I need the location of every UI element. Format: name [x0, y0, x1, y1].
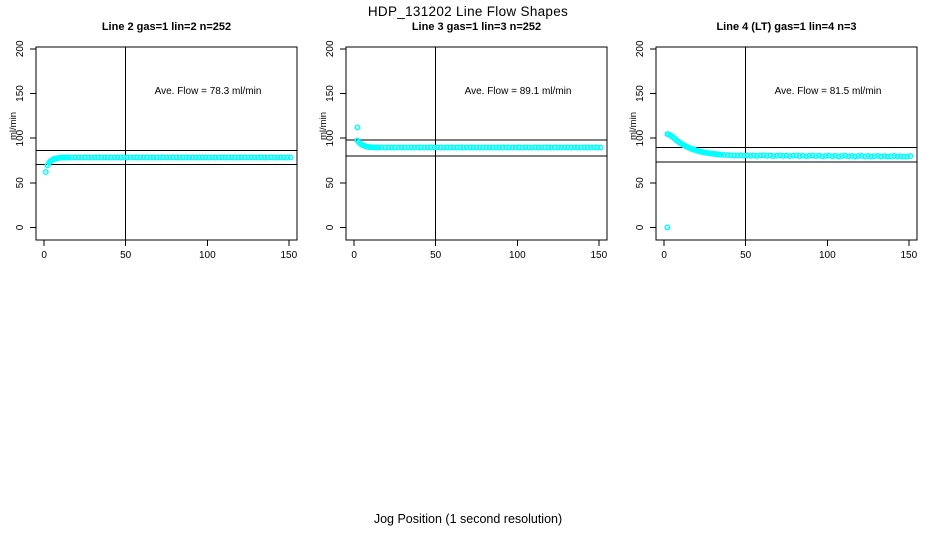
svg-text:150: 150	[325, 85, 336, 102]
plot-canvas: 0 50 100 150 0 50 100 150 200	[15, 40, 298, 261]
svg-text:50: 50	[120, 250, 132, 261]
scatter-plot: 0 50 100 150 0 50 100 150 200	[0, 36, 312, 276]
scatter-plot: 0 50 100 150 0 50 100 150 200	[620, 36, 932, 276]
svg-text:50: 50	[430, 250, 442, 261]
plot-canvas: 0 50 100 150 0 50 100 150 200	[325, 40, 608, 261]
svg-text:0: 0	[351, 250, 357, 261]
panel-title: Line 2 gas=1 lin=2 n=252	[101, 21, 232, 33]
panel-title: Line 3 gas=1 lin=3 n=252	[411, 21, 542, 33]
scatter-plot: 0 50 100 150 0 50 100 150 200	[310, 36, 622, 276]
svg-text:100: 100	[15, 129, 26, 146]
svg-text:150: 150	[15, 85, 26, 102]
panel-line-4: Line 4 (LT) gas=1 lin=4 n=3 ml/min Ave. …	[620, 20, 932, 280]
svg-text:50: 50	[15, 177, 26, 189]
svg-text:100: 100	[635, 129, 646, 146]
svg-text:150: 150	[900, 250, 917, 261]
x-axis-label: Jog Position (1 second resolution)	[373, 512, 563, 526]
panel-line-2: Line 2 gas=1 lin=2 n=252 ml/min Ave. Flo…	[0, 20, 312, 280]
svg-text:200: 200	[15, 40, 26, 57]
ave-flow-annotation: Ave. Flow = 78.3 ml/min	[154, 86, 262, 97]
panel-line-3: Line 3 gas=1 lin=3 n=252 ml/min Ave. Flo…	[310, 20, 622, 280]
svg-text:100: 100	[819, 250, 836, 261]
plot-canvas: 0 50 100 150 0 50 100 150 200	[635, 40, 918, 261]
svg-text:150: 150	[590, 250, 607, 261]
figure-title: HDP_131202 Line Flow Shapes	[367, 4, 569, 19]
svg-text:100: 100	[199, 250, 216, 261]
ave-flow-annotation: Ave. Flow = 81.5 ml/min	[774, 86, 882, 97]
svg-text:0: 0	[15, 224, 26, 230]
svg-text:200: 200	[325, 40, 336, 57]
svg-text:50: 50	[740, 250, 752, 261]
svg-text:0: 0	[635, 224, 646, 230]
svg-text:150: 150	[635, 85, 646, 102]
svg-text:0: 0	[41, 250, 47, 261]
svg-text:0: 0	[325, 224, 336, 230]
svg-text:150: 150	[280, 250, 297, 261]
svg-text:100: 100	[325, 129, 336, 146]
svg-text:50: 50	[635, 177, 646, 189]
svg-text:0: 0	[661, 250, 667, 261]
svg-text:200: 200	[635, 40, 646, 57]
ave-flow-annotation: Ave. Flow = 89.1 ml/min	[464, 86, 572, 97]
svg-text:100: 100	[509, 250, 526, 261]
svg-text:50: 50	[325, 177, 336, 189]
panel-title: Line 4 (LT) gas=1 lin=4 n=3	[716, 21, 857, 33]
